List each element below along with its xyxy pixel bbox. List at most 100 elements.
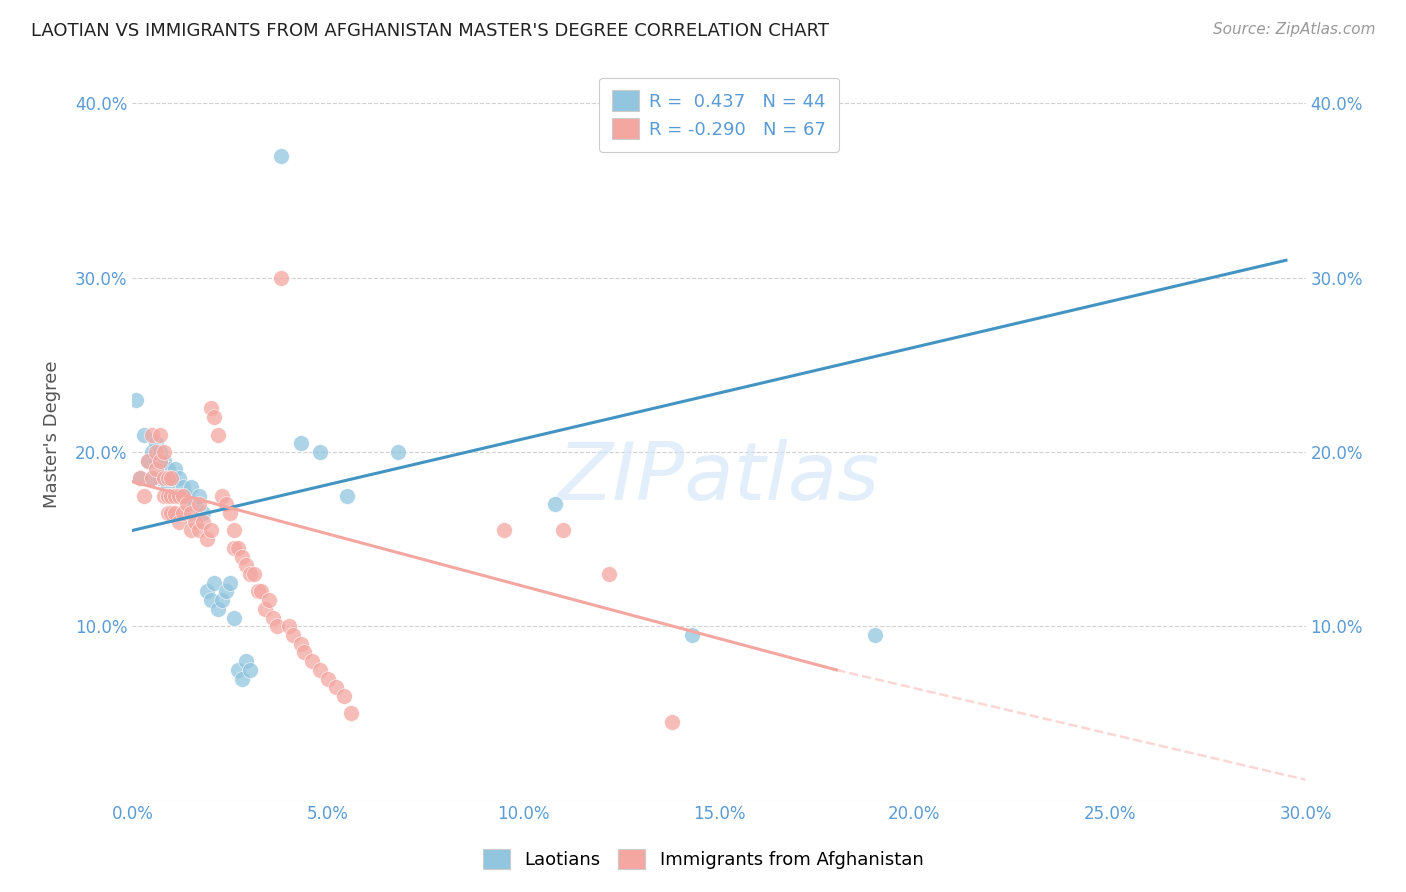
Point bbox=[231, 549, 253, 564]
Point bbox=[191, 515, 214, 529]
Point bbox=[156, 480, 179, 494]
Point bbox=[309, 663, 332, 677]
Point bbox=[149, 453, 172, 467]
Point bbox=[316, 672, 339, 686]
Point bbox=[132, 427, 155, 442]
Point bbox=[156, 462, 179, 476]
Point bbox=[270, 270, 292, 285]
Point bbox=[136, 453, 159, 467]
Point bbox=[125, 392, 148, 407]
Point bbox=[277, 619, 299, 633]
Point bbox=[160, 489, 183, 503]
Point bbox=[152, 445, 174, 459]
Point bbox=[598, 567, 620, 582]
Point bbox=[176, 497, 198, 511]
Point bbox=[132, 489, 155, 503]
Point bbox=[195, 532, 218, 546]
Point bbox=[145, 436, 167, 450]
Point bbox=[156, 506, 179, 520]
Point bbox=[235, 654, 257, 668]
Legend: Laotians, Immigrants from Afghanistan: Laotians, Immigrants from Afghanistan bbox=[474, 839, 932, 879]
Point bbox=[222, 541, 245, 555]
Point bbox=[180, 524, 202, 538]
Point bbox=[242, 567, 264, 582]
Point bbox=[145, 462, 167, 476]
Point bbox=[129, 471, 152, 485]
Point bbox=[200, 401, 222, 416]
Point bbox=[152, 489, 174, 503]
Text: LAOTIAN VS IMMIGRANTS FROM AFGHANISTAN MASTER'S DEGREE CORRELATION CHART: LAOTIAN VS IMMIGRANTS FROM AFGHANISTAN M… bbox=[31, 22, 830, 40]
Point bbox=[165, 506, 187, 520]
Point bbox=[661, 715, 683, 730]
Point bbox=[332, 689, 354, 703]
Point bbox=[207, 427, 229, 442]
Point bbox=[204, 410, 226, 425]
Point bbox=[184, 515, 207, 529]
Point bbox=[187, 497, 209, 511]
Point bbox=[145, 453, 167, 467]
Point bbox=[222, 524, 245, 538]
Point bbox=[141, 427, 163, 442]
Point bbox=[544, 497, 567, 511]
Point bbox=[200, 524, 222, 538]
Point bbox=[141, 471, 163, 485]
Point bbox=[169, 471, 191, 485]
Point bbox=[165, 489, 187, 503]
Point bbox=[681, 628, 703, 642]
Point bbox=[492, 524, 515, 538]
Point bbox=[211, 593, 233, 607]
Point bbox=[262, 610, 284, 624]
Point bbox=[160, 489, 183, 503]
Point bbox=[129, 471, 152, 485]
Point bbox=[191, 506, 214, 520]
Point bbox=[865, 628, 887, 642]
Point bbox=[239, 663, 262, 677]
Point bbox=[152, 453, 174, 467]
Point bbox=[160, 471, 183, 485]
Point bbox=[156, 489, 179, 503]
Point bbox=[195, 584, 218, 599]
Point bbox=[149, 471, 172, 485]
Point bbox=[231, 672, 253, 686]
Point bbox=[172, 489, 194, 503]
Point bbox=[172, 480, 194, 494]
Point bbox=[250, 584, 273, 599]
Point bbox=[235, 558, 257, 573]
Point bbox=[204, 575, 226, 590]
Point bbox=[160, 471, 183, 485]
Point bbox=[215, 497, 238, 511]
Point bbox=[184, 497, 207, 511]
Point bbox=[200, 593, 222, 607]
Point bbox=[257, 593, 280, 607]
Point bbox=[160, 506, 183, 520]
Point bbox=[187, 524, 209, 538]
Point bbox=[169, 515, 191, 529]
Point bbox=[254, 602, 277, 616]
Text: ZIPatlas: ZIPatlas bbox=[558, 440, 880, 517]
Point bbox=[145, 445, 167, 459]
Point bbox=[301, 654, 323, 668]
Point bbox=[169, 489, 191, 503]
Y-axis label: Master's Degree: Master's Degree bbox=[44, 361, 60, 508]
Point bbox=[246, 584, 269, 599]
Point bbox=[551, 524, 574, 538]
Point bbox=[325, 681, 347, 695]
Point bbox=[387, 445, 409, 459]
Point bbox=[266, 619, 288, 633]
Point bbox=[172, 506, 194, 520]
Text: Source: ZipAtlas.com: Source: ZipAtlas.com bbox=[1212, 22, 1375, 37]
Point bbox=[141, 471, 163, 485]
Point bbox=[222, 610, 245, 624]
Point bbox=[219, 506, 242, 520]
Point bbox=[270, 149, 292, 163]
Point bbox=[215, 584, 238, 599]
Point bbox=[152, 471, 174, 485]
Point bbox=[149, 445, 172, 459]
Point bbox=[290, 436, 312, 450]
Point bbox=[219, 575, 242, 590]
Point bbox=[207, 602, 229, 616]
Point bbox=[294, 645, 316, 659]
Point bbox=[152, 471, 174, 485]
Point bbox=[180, 506, 202, 520]
Point bbox=[211, 489, 233, 503]
